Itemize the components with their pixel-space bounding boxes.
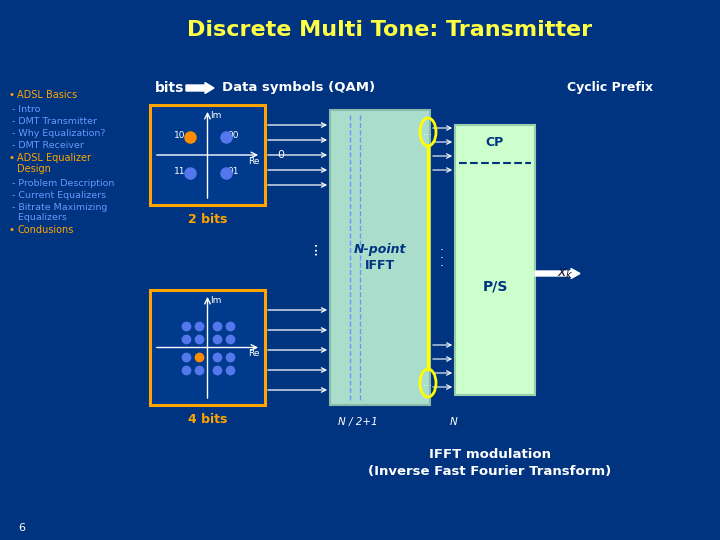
Text: Im: Im [210,111,222,120]
Text: Discrete Multi Tone: Transmitter: Discrete Multi Tone: Transmitter [187,20,593,40]
Text: Re: Re [248,157,260,166]
FancyArrow shape [535,268,580,279]
Text: •: • [8,90,14,100]
Text: .: . [440,255,444,268]
Text: N / 2+1: N / 2+1 [338,417,378,427]
Text: .: . [440,247,444,260]
Text: Equalizers: Equalizers [12,213,67,222]
Text: CP: CP [486,137,504,150]
Text: 01: 01 [228,166,239,176]
Text: 00: 00 [228,131,239,139]
Text: •: • [8,225,14,235]
Text: Data symbols (QAM): Data symbols (QAM) [222,82,375,94]
Text: Design: Design [17,164,51,174]
Text: Im: Im [210,296,222,305]
Text: N: N [450,417,458,427]
Text: - Problem Description: - Problem Description [12,179,114,188]
Text: $x_k$: $x_k$ [557,266,573,281]
Text: ...: ... [423,127,433,137]
Text: 11: 11 [174,166,185,176]
Text: ...: ... [423,378,433,388]
Text: - DMT Transmitter: - DMT Transmitter [12,117,97,126]
FancyBboxPatch shape [330,110,430,405]
Text: N-point: N-point [354,243,406,256]
Text: - DMT Receiver: - DMT Receiver [12,141,84,150]
Text: 10: 10 [174,131,185,139]
Text: - Why Equalization?: - Why Equalization? [12,129,106,138]
FancyBboxPatch shape [455,125,535,395]
Text: - Bitrate Maximizing: - Bitrate Maximizing [12,203,107,212]
Text: IFFT modulation: IFFT modulation [429,449,551,462]
Text: P/S: P/S [482,280,508,294]
FancyArrow shape [186,83,214,93]
Text: (Inverse Fast Fourier Transform): (Inverse Fast Fourier Transform) [369,465,611,478]
Text: 4 bits: 4 bits [188,413,228,426]
Text: ADSL Equalizer: ADSL Equalizer [17,153,91,163]
FancyBboxPatch shape [150,290,265,405]
Text: IFFT: IFFT [365,259,395,272]
Text: .: . [440,240,444,253]
Text: 2 bits: 2 bits [188,213,228,226]
Text: 6: 6 [18,523,25,533]
Text: ...: ... [305,240,320,255]
Text: Cyclic Prefix: Cyclic Prefix [567,82,653,94]
Text: Condusions: Condusions [17,225,73,235]
Text: - Current Equalizers: - Current Equalizers [12,191,106,200]
Text: ADSL Basics: ADSL Basics [17,90,77,100]
Text: •: • [8,153,14,163]
Text: 0: 0 [277,150,284,160]
Text: - Intro: - Intro [12,105,40,114]
Text: Re: Re [248,349,260,359]
FancyBboxPatch shape [150,105,265,205]
Text: bits: bits [155,81,184,95]
